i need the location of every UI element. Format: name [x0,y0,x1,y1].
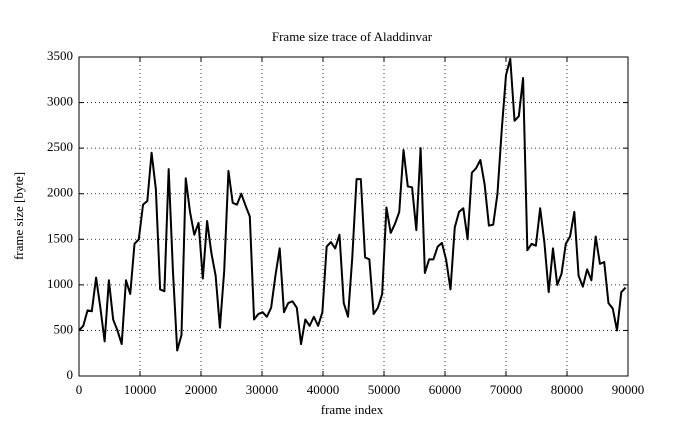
x-tick-label: 20000 [185,382,218,397]
plot-frame [78,56,629,377]
y-tick-label: 2500 [47,139,73,154]
y-tick-label: 1500 [47,230,73,245]
chart-title: Frame size trace of Aladdinvar [272,29,433,44]
x-tick-label: 0 [76,382,83,397]
x-tick-label: 50000 [368,382,401,397]
y-tick-label: 3500 [47,48,73,63]
x-axis-label: frame index [321,402,384,417]
y-tick-label: 500 [54,321,74,336]
x-tick-label: 10000 [124,382,157,397]
y-tick-label: 0 [67,367,74,382]
x-tick-label: 70000 [490,382,523,397]
data-line [78,57,627,352]
y-axis-label: frame size [byte] [11,172,26,260]
y-tick-label: 3000 [47,94,73,109]
y-tick-label: 1000 [47,276,73,291]
y-tick-label: 2000 [47,185,73,200]
x-tick-label: 30000 [246,382,279,397]
x-tick-label: 60000 [429,382,462,397]
x-tick-label: 90000 [612,382,645,397]
x-tick-label: 80000 [551,382,584,397]
x-tick-label: 40000 [307,382,340,397]
